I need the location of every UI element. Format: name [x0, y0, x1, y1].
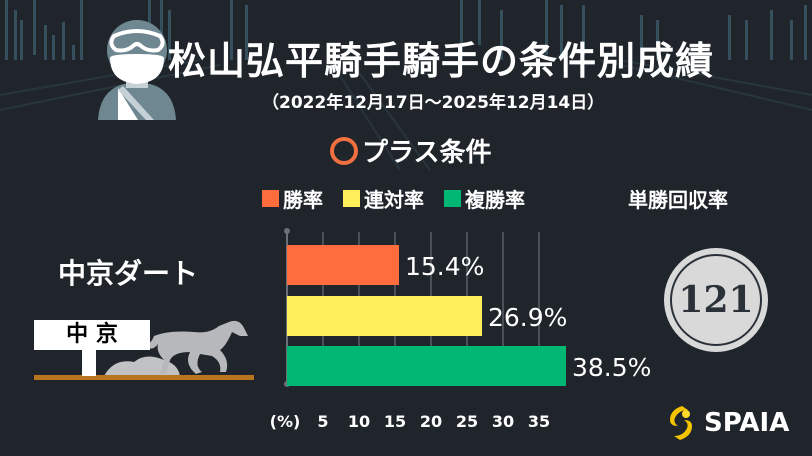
spaia-logo-icon	[670, 406, 692, 440]
horse-icon	[34, 320, 254, 380]
course-sign: 中 京	[34, 320, 150, 350]
racecourse-illustration: 中 京	[34, 316, 254, 386]
roi-value: 121	[678, 279, 754, 321]
tick-label: 10	[347, 412, 371, 431]
course-name: 中京ダート	[58, 257, 199, 290]
gridline	[538, 232, 540, 382]
legend-swatch-orange	[262, 190, 279, 207]
bar-win-rate	[287, 245, 399, 285]
legend-label: 複勝率	[465, 188, 525, 212]
sign-post	[82, 350, 96, 376]
legend-item-top2-rate: 連対率	[343, 184, 424, 213]
brand-name: SPAIA	[704, 408, 790, 438]
bar-value-win-rate: 15.4%	[405, 252, 485, 281]
roi-label: 単勝回収率	[628, 188, 728, 212]
jockey-icon	[98, 20, 176, 120]
condition-label: プラス条件	[362, 138, 492, 168]
bar-top3-rate	[287, 346, 566, 386]
tick-label: 30	[491, 412, 515, 431]
gridline	[502, 232, 504, 382]
roi-coin: 121	[664, 248, 768, 352]
condition-heading: プラス条件	[330, 132, 491, 169]
page-title: 松山弘平騎手騎手の条件別成績	[168, 39, 715, 83]
legend-label: 連対率	[364, 188, 424, 212]
tick-label: 15	[383, 412, 407, 431]
bar-value-top2-rate: 26.9%	[488, 303, 568, 332]
tick-label: 5	[317, 412, 329, 431]
tick-label: 35	[527, 412, 551, 431]
axis-dot-top	[284, 228, 290, 234]
period-subtitle: （2022年12月17日～2025年12月14日）	[262, 93, 605, 113]
legend-swatch-yellow	[343, 190, 360, 207]
legend-item-top3-rate: 複勝率	[444, 184, 525, 213]
legend-label: 勝率	[283, 188, 323, 212]
axis-unit-label: (%)	[269, 412, 301, 431]
circle-icon	[330, 136, 358, 165]
legend-swatch-green	[444, 190, 461, 207]
tick-label: 20	[419, 412, 443, 431]
bar-value-top3-rate: 38.5%	[572, 353, 652, 382]
chart-legend: 勝率 連対率 複勝率	[262, 184, 525, 213]
tick-label: 25	[455, 412, 479, 431]
bar-top2-rate	[287, 296, 482, 336]
legend-item-win-rate: 勝率	[262, 184, 323, 213]
spaia-logo: SPAIA	[664, 404, 789, 442]
